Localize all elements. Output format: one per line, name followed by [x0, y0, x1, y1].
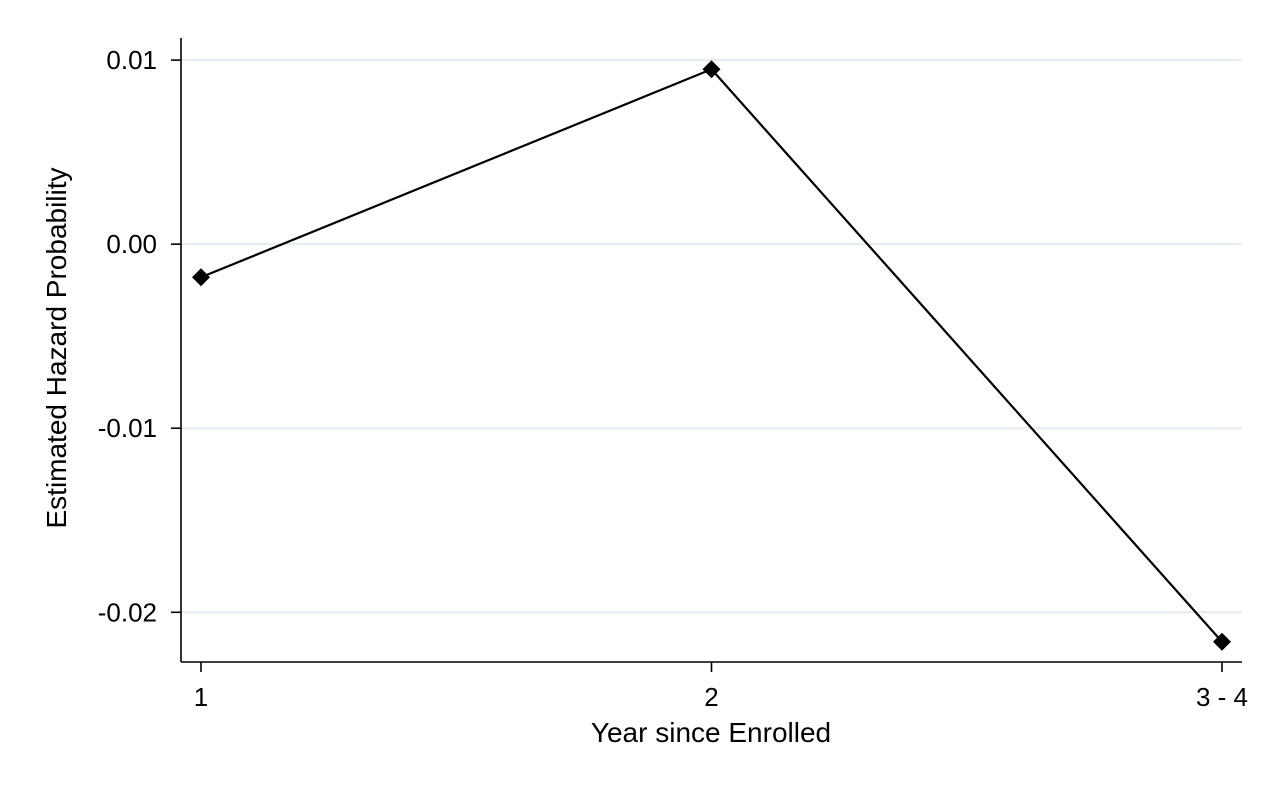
data-series	[192, 60, 1231, 651]
grid-lines	[181, 59, 1242, 614]
data-point-0-2	[1213, 632, 1231, 651]
x-tick-label-0: 1	[194, 682, 208, 712]
data-point-0-0	[192, 268, 210, 287]
x-tick-label-2: 3 - 4	[1196, 682, 1248, 712]
x-tick-label-1: 2	[704, 682, 718, 712]
axes: 0.01 0.00 -0.01 -0.02 1 2 3 - 4	[98, 38, 1248, 712]
y-tick-label-3: -0.02	[98, 597, 157, 627]
y-tick-label-0: 0.01	[106, 45, 157, 75]
x-axis-title: Year since Enrolled	[591, 717, 831, 748]
y-axis-title: Estimated Hazard Probability	[41, 167, 72, 528]
y-tick-label-1: 0.00	[106, 229, 157, 259]
y-tick-label-2: -0.01	[98, 413, 157, 443]
data-point-0-1	[702, 60, 721, 79]
